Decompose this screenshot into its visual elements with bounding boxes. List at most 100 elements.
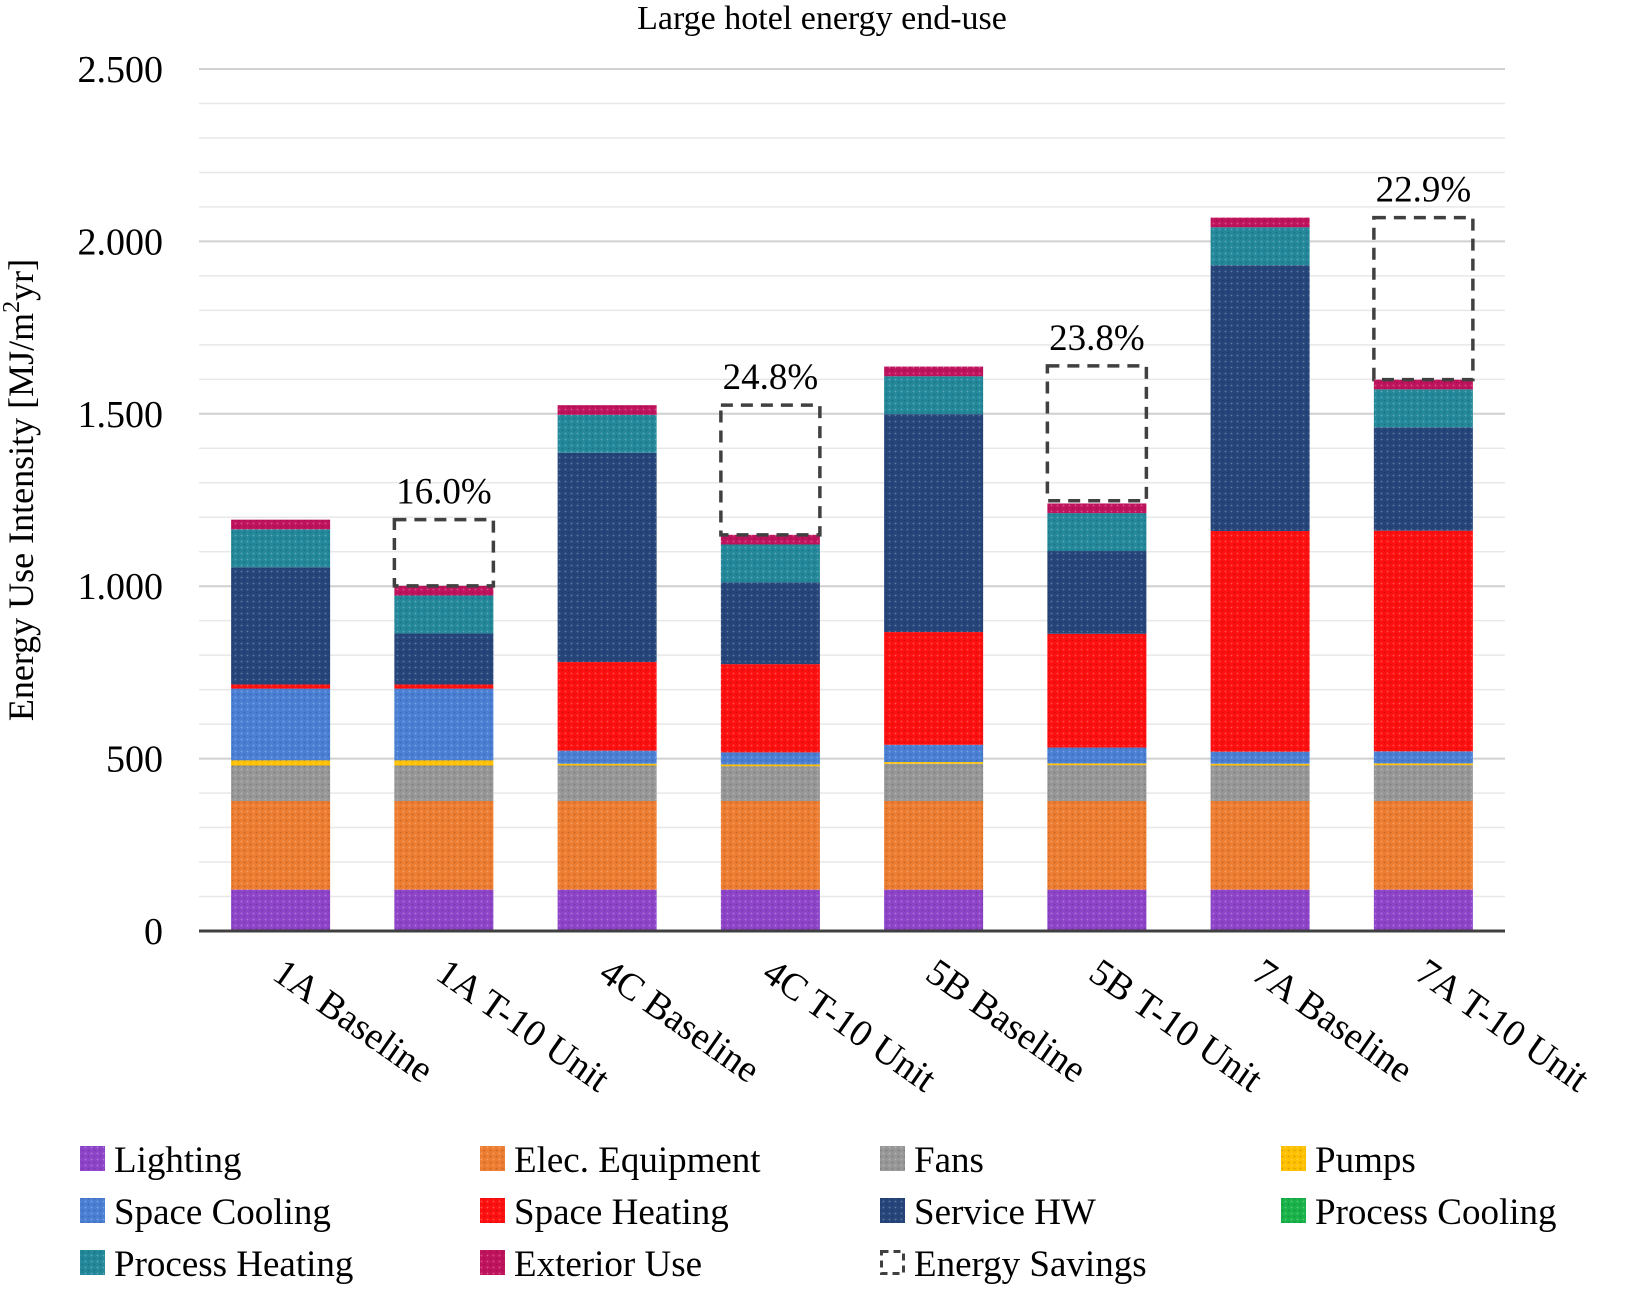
bar-segment-service-hw <box>884 414 984 633</box>
x-category-label: 5B T-10 Unit <box>1082 951 1271 1101</box>
bar-segment-elec-equipment <box>394 801 494 890</box>
bar-segment-fans <box>231 765 331 802</box>
savings-percent-label: 24.8% <box>723 357 819 398</box>
y-tick-label: 0 <box>144 911 163 953</box>
legend-label: Lighting <box>114 1140 241 1181</box>
bar-segment-lighting <box>1373 889 1473 931</box>
legend-entry-elec-equipment: Elec. Equipment <box>480 1140 761 1181</box>
bar-segment-exterior-use <box>884 366 984 377</box>
y-axis-label-main: Energy Use Intensity [MJ/m <box>1 313 41 721</box>
bar-segment-space-heating <box>231 684 331 689</box>
y-tick-label: 1.000 <box>78 566 164 608</box>
bar-stack-5b-t-10-unit <box>1047 503 1147 931</box>
energy-savings-box <box>719 403 822 537</box>
bar-segment-lighting <box>394 889 494 931</box>
bar-segment-space-heating <box>1373 530 1473 752</box>
y-axis-ticks: 0 500 1.000 1.500 2.000 2.500 <box>78 49 164 953</box>
bar-segment-pumps <box>1373 763 1473 766</box>
bar-segment-process-heating <box>720 544 820 583</box>
bar-segment-fans <box>394 765 494 802</box>
bar-segment-service-hw <box>394 633 494 685</box>
bar-segment-fans <box>1210 765 1310 802</box>
legend-label: Process Cooling <box>1315 1192 1557 1233</box>
y-axis-label: Energy Use Intensity [MJ/m2yr] <box>0 259 41 721</box>
bar-segment-service-hw <box>557 452 657 663</box>
bar-segment-space-heating <box>1210 531 1310 752</box>
bar-segment-process-heating <box>557 414 657 453</box>
legend-swatch <box>880 1198 905 1223</box>
legend-swatch <box>480 1250 505 1275</box>
savings-percent-label: 16.0% <box>396 472 492 513</box>
y-axis-label-sup: 2 <box>0 301 25 313</box>
bar-segment-pumps <box>1210 763 1310 766</box>
savings-percent-label: 22.9% <box>1376 170 1472 211</box>
legend-label: Elec. Equipment <box>514 1140 761 1181</box>
legend-swatch <box>80 1146 105 1171</box>
bar-segment-lighting <box>231 889 331 931</box>
bar-segment-pumps <box>394 760 494 766</box>
legend-entry-space-cooling: Space Cooling <box>80 1192 331 1233</box>
bar-segment-elec-equipment <box>720 801 820 890</box>
bar-segment-service-hw <box>1373 427 1473 531</box>
bar-segment-space-cooling <box>394 688 494 761</box>
legend-swatch <box>880 1250 905 1275</box>
bar-segment-pumps <box>720 764 820 767</box>
bar-segment-elec-equipment <box>557 801 657 890</box>
legend-entry-energy-savings: Energy Savings <box>880 1244 1147 1285</box>
x-category-label: 4C Baseline <box>592 951 767 1091</box>
bar-segment-elec-equipment <box>1047 801 1147 890</box>
bar-segment-exterior-use <box>557 405 657 415</box>
x-category-label: 1A Baseline <box>265 951 440 1091</box>
bar-segment-space-cooling <box>1047 747 1147 764</box>
legend-swatch <box>880 1146 905 1171</box>
bar-segment-fans <box>557 765 657 802</box>
bar-segment-space-heating <box>394 684 494 689</box>
bar-stack-7a-baseline <box>1210 217 1310 931</box>
bar-segment-space-cooling <box>720 752 820 765</box>
legend-label: Pumps <box>1315 1140 1416 1181</box>
bar-segment-lighting <box>1210 889 1310 931</box>
legend-label: Space Cooling <box>114 1192 331 1233</box>
bar-segment-process-heating <box>394 595 494 634</box>
bar-segment-pumps <box>231 760 331 766</box>
bar-segment-elec-equipment <box>884 801 984 890</box>
x-category-label: 7A T-10 Unit <box>1408 951 1597 1101</box>
bar-segment-pumps <box>557 763 657 766</box>
bar-segment-process-heating <box>884 376 984 415</box>
bar-segment-lighting <box>1047 889 1147 931</box>
bar-segment-service-hw <box>720 582 820 665</box>
bar-segment-space-cooling <box>557 750 657 764</box>
bar-stacks <box>231 217 1473 931</box>
bar-stack-4c-baseline <box>557 405 657 931</box>
bar-segment-exterior-use <box>1373 379 1473 390</box>
bar-segment-elec-equipment <box>1373 801 1473 890</box>
x-category-label: 4C T-10 Unit <box>755 951 944 1101</box>
bar-segment-pumps <box>1047 763 1147 766</box>
bar-segment-space-heating <box>720 664 820 753</box>
legend-swatch <box>80 1198 105 1223</box>
legend-entry-service-hw: Service HW <box>880 1192 1096 1233</box>
bar-stack-1a-t-10-unit <box>394 585 494 931</box>
bar-segment-exterior-use <box>394 585 494 596</box>
legend-swatch <box>480 1198 505 1223</box>
y-tick-label: 2.500 <box>78 49 164 91</box>
bar-segment-fans <box>1373 765 1473 802</box>
legend-swatch <box>480 1146 505 1171</box>
bar-segment-service-hw <box>1047 551 1147 634</box>
bar-segment-space-cooling <box>1373 751 1473 764</box>
legend-entry-lighting: Lighting <box>80 1140 241 1181</box>
energy-savings-boxes: 16.0% 24.8% 23.8% 22.9% <box>392 170 1475 588</box>
legend-label: Energy Savings <box>914 1244 1147 1285</box>
bar-segment-exterior-use <box>1210 217 1310 228</box>
bar-segment-lighting <box>884 889 984 931</box>
x-category-label: 7A Baseline <box>1245 951 1420 1091</box>
legend-swatch <box>1281 1146 1306 1171</box>
bar-segment-exterior-use <box>231 519 331 530</box>
bar-stack-1a-baseline <box>231 519 331 931</box>
bar-segment-space-heating <box>884 632 984 745</box>
legend-label: Fans <box>914 1140 984 1181</box>
savings-percent-label: 23.8% <box>1049 318 1145 359</box>
y-axis-label-tail: yr] <box>1 259 41 301</box>
